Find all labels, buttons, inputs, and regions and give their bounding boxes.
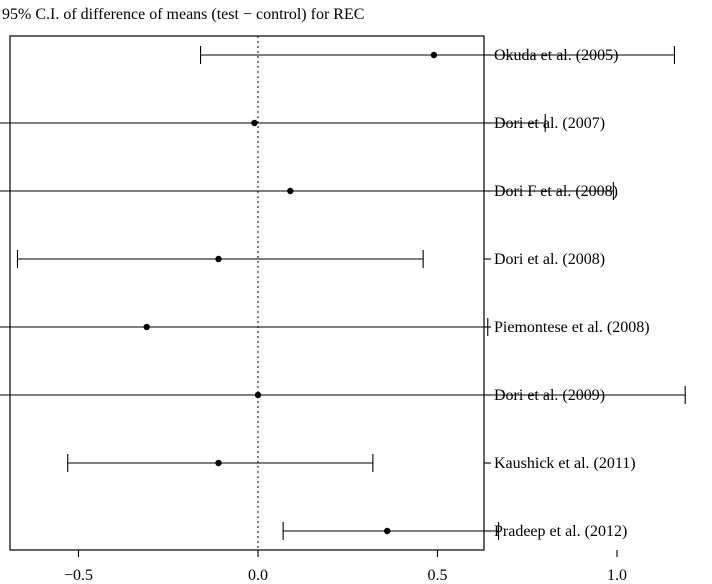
chart-title: 95% C.I. of difference of means (test − … [2,6,364,23]
study-row [67,454,374,472]
x-tick-label: 0.5 [428,567,448,584]
study-row [282,522,500,540]
estimate-point [287,187,294,195]
study-row [200,46,675,64]
study-label: Kaushick et al. (2011) [494,455,636,472]
study-label: Dori et al. (2008) [494,251,605,268]
study-label: Dori F et al. (2008) [494,183,618,200]
estimate-point [143,323,150,331]
study-label: Dori et al. (2009) [494,387,605,404]
study-row [0,114,546,132]
study-label: Okuda et al. (2005) [494,47,618,64]
plot-frame [9,35,485,551]
estimate-point [215,255,222,263]
estimate-point [254,391,262,399]
study-row [16,250,424,268]
y-axis-right: Okuda et al. (2005) Dori et al. (2007) Dor… [484,47,650,540]
x-tick-label: 0.0 [248,567,268,584]
study-label: Pradeep et al. (2012) [494,523,627,540]
study-label: Dori et al. (2007) [494,115,605,132]
study-row [0,318,489,336]
study-row [0,386,686,404]
study-intervals [0,46,686,540]
study-row [0,182,614,200]
x-tick-label: −0.5 [64,567,93,584]
estimate-point [430,51,438,59]
x-axis: −1.0−0.50.00.51.0 [64,550,627,584]
estimate-point [251,119,258,127]
estimate-point [215,459,222,467]
study-label: Piemontese et al. (2008) [494,319,650,336]
x-tick-label: 1.0 [607,567,627,584]
estimate-point [384,527,391,535]
